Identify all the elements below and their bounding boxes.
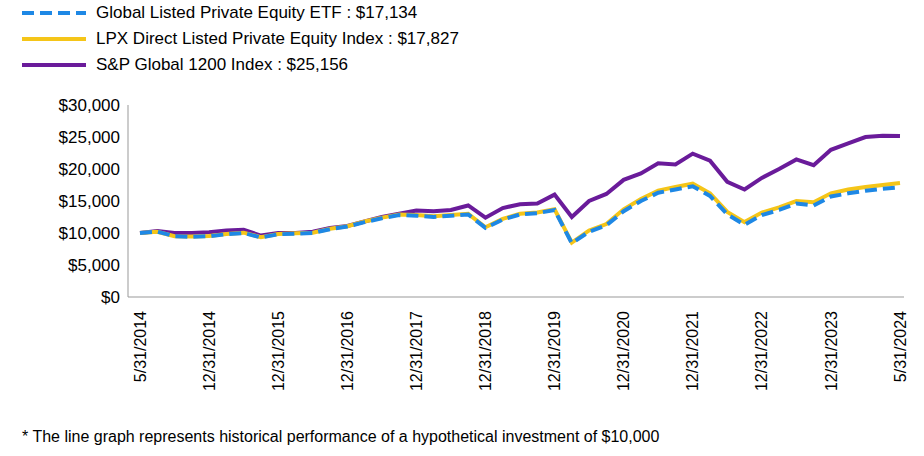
svg-text:12/31/2020: 12/31/2020 bbox=[615, 311, 632, 391]
svg-text:12/31/2016: 12/31/2016 bbox=[339, 311, 356, 391]
svg-text:$15,000: $15,000 bbox=[59, 192, 120, 211]
svg-text:$0: $0 bbox=[101, 288, 120, 307]
html-text:S&P Global 1200 Index : $25,15: S&P Global 1200 Index : $25,156 bbox=[96, 55, 348, 74]
html-text:* The line graph represents hi: * The line graph represents historical p… bbox=[22, 428, 660, 445]
svg-text:12/31/2017: 12/31/2017 bbox=[408, 311, 425, 391]
svg-text:12/31/2019: 12/31/2019 bbox=[546, 311, 563, 391]
svg-text:12/31/2021: 12/31/2021 bbox=[684, 311, 701, 391]
svg-text:5/31/2024: 5/31/2024 bbox=[892, 311, 909, 382]
svg-text:$20,000: $20,000 bbox=[59, 160, 120, 179]
svg-text:12/31/2023: 12/31/2023 bbox=[823, 311, 840, 391]
svg-text:$5,000: $5,000 bbox=[68, 256, 120, 275]
html-text:Global Listed Private Equity E: Global Listed Private Equity ETF : $17,1… bbox=[96, 3, 418, 22]
html-text:LPX Direct Listed Private Equi: LPX Direct Listed Private Equity Index :… bbox=[96, 29, 459, 48]
svg-text:12/31/2022: 12/31/2022 bbox=[753, 311, 770, 391]
svg-text:5/31/2014: 5/31/2014 bbox=[132, 311, 149, 382]
svg-text:$25,000: $25,000 bbox=[59, 128, 120, 147]
svg-text:$30,000: $30,000 bbox=[59, 96, 120, 115]
svg-text:12/31/2015: 12/31/2015 bbox=[270, 311, 287, 391]
svg-text:12/31/2018: 12/31/2018 bbox=[477, 311, 494, 391]
svg-text:$10,000: $10,000 bbox=[59, 224, 120, 243]
svg-text:12/31/2014: 12/31/2014 bbox=[201, 311, 218, 391]
